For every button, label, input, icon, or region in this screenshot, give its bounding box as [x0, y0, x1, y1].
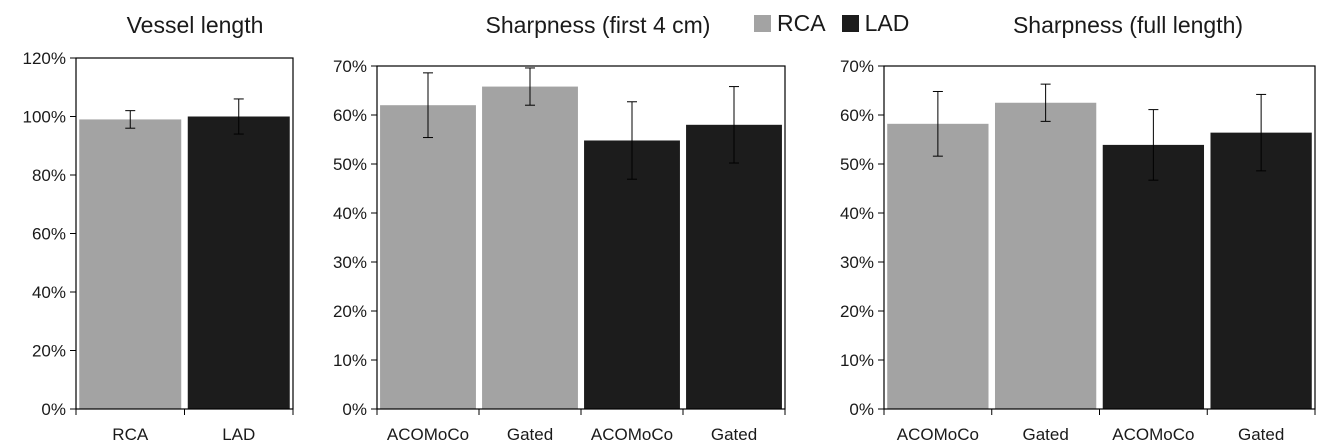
x-tick-label: ACOMoCo	[591, 425, 673, 444]
error-bar-1	[932, 90, 943, 157]
error-bar-3	[1148, 109, 1159, 181]
y-tick-label: 40%	[32, 283, 66, 302]
chart-title: Sharpness (first 4 cm)	[486, 12, 711, 38]
bar-lad-3	[584, 140, 680, 410]
bar-rca-2	[994, 102, 1097, 409]
y-tick-label: 80%	[32, 166, 66, 185]
legend-label-rca: RCA	[777, 9, 826, 36]
error-bar-4	[1256, 93, 1267, 172]
x-tick-label: ACOMoCo	[387, 425, 469, 444]
y-tick-label: 50%	[840, 155, 874, 174]
y-tick-label: 0%	[849, 400, 874, 419]
chart-title: Vessel length	[127, 12, 264, 38]
y-tick-label: 0%	[41, 400, 66, 419]
error-bar-2	[1040, 83, 1051, 122]
chart-panel-1: Vessel length 0% 20% 40% 60% 80% 100% 120% RCA LA…	[23, 12, 294, 444]
y-tick-label: 60%	[333, 106, 367, 125]
y-tick-label: 40%	[840, 204, 874, 223]
bar-rca-2	[482, 86, 578, 409]
y-tick-label: 20%	[840, 302, 874, 321]
bar-lad-4	[686, 124, 782, 410]
y-tick-label: 50%	[333, 155, 367, 174]
y-tick-label: 10%	[333, 351, 367, 370]
error-bar-1	[423, 72, 433, 139]
y-tick-label: 70%	[333, 57, 367, 76]
y-tick-label: 120%	[23, 49, 66, 68]
chart-panel-2: Sharpness (first 4 cm) 0% 10% 20% 30% 40% 50% 6…	[333, 12, 786, 444]
legend-item-lad: LAD	[841, 9, 910, 37]
y-tick-label: 0%	[342, 400, 367, 419]
bar-lad-3	[1102, 144, 1205, 409]
y-tick-label: 100%	[23, 108, 66, 127]
x-tick-label: RCA	[112, 425, 149, 444]
bar-lad-2	[187, 116, 290, 409]
error-bar-3	[627, 101, 637, 180]
legend-item-rca: RCA	[754, 10, 826, 37]
y-tick-label: 70%	[840, 57, 874, 76]
x-tick-label: Gated	[1238, 425, 1284, 444]
legend-label-lad: LAD	[864, 9, 910, 36]
chart-title: Sharpness (full length)	[1013, 12, 1243, 38]
error-bar-4	[729, 86, 739, 164]
legend: RCA LAD	[754, 6, 925, 40]
y-tick-label: 40%	[333, 204, 367, 223]
error-bar-2	[525, 67, 535, 106]
y-tick-label: 30%	[333, 253, 367, 272]
error-bar-1	[125, 110, 136, 129]
y-tick-label: 10%	[840, 351, 874, 370]
x-tick-label: ACOMoCo	[897, 425, 979, 444]
bar-lad-4	[1210, 132, 1312, 409]
x-tick-label: Gated	[1022, 425, 1068, 444]
bar-rca-1	[380, 105, 476, 409]
x-tick-label: Gated	[507, 425, 553, 444]
x-tick-label: LAD	[222, 425, 255, 444]
y-tick-label: 20%	[32, 342, 66, 361]
y-tick-label: 60%	[840, 106, 874, 125]
y-tick-label: 60%	[32, 225, 66, 244]
bar-rca-1	[79, 119, 182, 410]
legend-swatch-rca	[754, 14, 771, 32]
chart-panel-3: Sharpness (full length) 0% 10% 20% 30% 40% 50%…	[840, 12, 1316, 444]
error-bar-2	[233, 98, 244, 135]
y-tick-label: 30%	[840, 253, 874, 272]
x-tick-label: ACOMoCo	[1112, 425, 1194, 444]
y-tick-label: 20%	[333, 302, 367, 321]
bar-rca-1	[887, 123, 989, 409]
legend-swatch-lad	[841, 14, 859, 32]
x-tick-label: Gated	[711, 425, 757, 444]
